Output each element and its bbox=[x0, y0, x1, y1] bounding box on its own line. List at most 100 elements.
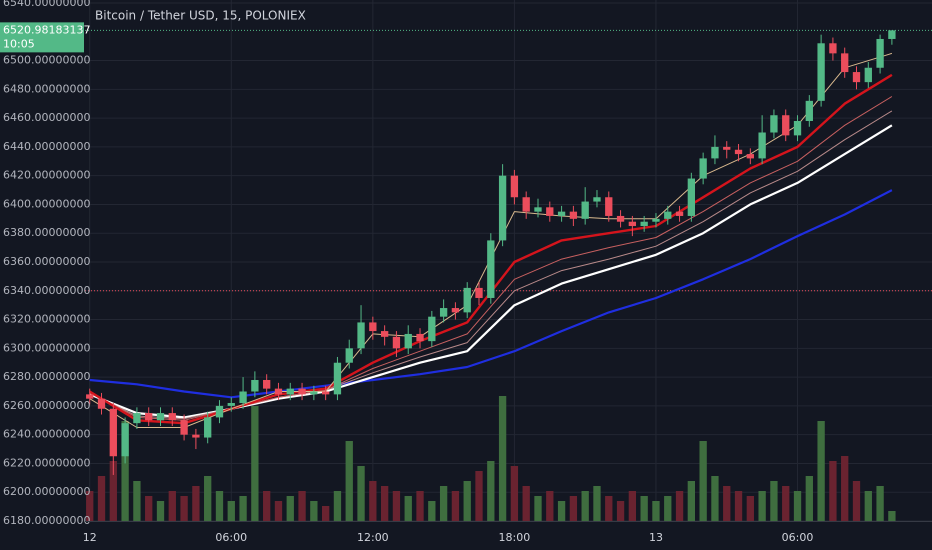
y-tick-label: 6180.00000000 bbox=[3, 514, 90, 527]
candle-body bbox=[251, 379, 259, 392]
volume-bar bbox=[711, 476, 719, 521]
candle-body bbox=[227, 403, 235, 406]
volume-bar bbox=[145, 496, 153, 521]
y-tick-label: 6480.00000000 bbox=[3, 82, 90, 95]
candle-body bbox=[770, 115, 778, 133]
candle-body bbox=[121, 423, 129, 457]
candle-body bbox=[675, 211, 684, 216]
candle-body bbox=[392, 336, 401, 349]
candle-body bbox=[333, 362, 342, 395]
candle-body bbox=[133, 413, 141, 424]
volume-bar bbox=[569, 496, 578, 521]
y-tick-label: 6440.00000000 bbox=[3, 140, 90, 153]
candle-body bbox=[86, 394, 94, 399]
volume-bar bbox=[723, 486, 731, 521]
volume-bar bbox=[546, 491, 554, 521]
volume-bar bbox=[593, 486, 601, 521]
y-tick-label: 6380.00000000 bbox=[3, 226, 90, 239]
candle-body bbox=[829, 43, 837, 54]
volume-bar bbox=[451, 491, 460, 521]
candle-body bbox=[711, 146, 719, 159]
volume-bar bbox=[652, 501, 660, 521]
volume-bar bbox=[404, 496, 412, 521]
last-price-label: 6520.98183137 bbox=[3, 23, 90, 36]
candle-body bbox=[522, 197, 530, 212]
volume-bar bbox=[239, 496, 247, 521]
y-tick-label: 6460.00000000 bbox=[3, 111, 90, 124]
candle-body bbox=[310, 391, 318, 395]
candle-body bbox=[263, 379, 271, 389]
volume-bar bbox=[215, 491, 224, 521]
volume-bar bbox=[310, 501, 318, 521]
candle-body bbox=[593, 197, 601, 202]
volume-bar bbox=[534, 496, 542, 521]
volume-bar bbox=[357, 466, 365, 521]
volume-bar bbox=[628, 491, 637, 521]
candle-body bbox=[369, 322, 377, 332]
volume-bar bbox=[227, 501, 235, 521]
y-tick-label: 6200.00000000 bbox=[3, 485, 90, 498]
candle-body bbox=[581, 201, 589, 219]
volume-bar bbox=[852, 481, 861, 521]
volume-bar bbox=[687, 481, 696, 521]
chart-title: Bitcoin / Tether USD, 15, POLONIEX bbox=[95, 9, 306, 23]
candle-body bbox=[746, 154, 754, 159]
candle-body bbox=[97, 398, 106, 409]
volume-bar bbox=[321, 506, 330, 521]
volume-bar bbox=[86, 491, 94, 521]
x-tick-label: 12 bbox=[83, 531, 97, 544]
volume-bar bbox=[675, 491, 684, 521]
volume-bar bbox=[605, 496, 613, 521]
y-tick-label: 6400.00000000 bbox=[3, 197, 90, 210]
x-tick-label: 13 bbox=[649, 531, 663, 544]
candle-body bbox=[817, 43, 825, 101]
y-tick-label: 6240.00000000 bbox=[3, 428, 90, 441]
volume-bar bbox=[392, 491, 401, 521]
candle-body bbox=[451, 308, 460, 313]
volume-bar bbox=[805, 476, 813, 521]
volume-bar bbox=[640, 496, 648, 521]
y-tick-label: 6540.00000000 bbox=[3, 0, 90, 9]
last-price-badge bbox=[0, 22, 84, 53]
volume-bar bbox=[876, 486, 884, 521]
candle-body bbox=[168, 413, 176, 421]
volume-bar bbox=[581, 491, 589, 521]
y-tick-label: 6500.00000000 bbox=[3, 54, 90, 67]
y-tick-label: 6340.00000000 bbox=[3, 284, 90, 297]
candle-body bbox=[274, 388, 283, 395]
candle-body bbox=[416, 333, 424, 342]
volume-bar bbox=[487, 461, 495, 521]
volume-bar bbox=[829, 461, 837, 521]
x-tick-label: 06:00 bbox=[215, 531, 247, 544]
candle-body bbox=[239, 391, 247, 404]
volume-bar bbox=[180, 496, 188, 521]
candle-body bbox=[345, 348, 353, 363]
volume-bar bbox=[664, 496, 672, 521]
candle-body bbox=[215, 405, 224, 418]
candle-body bbox=[841, 53, 849, 73]
candle-body bbox=[498, 175, 507, 241]
volume-bar bbox=[475, 471, 483, 521]
volume-bar bbox=[841, 456, 849, 521]
candle-body bbox=[510, 175, 519, 198]
candle-body bbox=[652, 218, 660, 222]
volume-bar bbox=[133, 481, 141, 521]
volume-bar bbox=[439, 486, 448, 521]
candle-body bbox=[852, 72, 861, 83]
candle-body bbox=[156, 413, 165, 421]
candle-body bbox=[864, 67, 872, 83]
candle-body bbox=[439, 308, 448, 317]
candle-body bbox=[463, 287, 471, 313]
candle-body bbox=[616, 215, 625, 222]
volume-pane bbox=[86, 396, 896, 521]
volume-bar bbox=[428, 501, 436, 521]
candle-body bbox=[204, 417, 212, 438]
volume-bar bbox=[888, 511, 896, 521]
volume-bar bbox=[782, 486, 790, 521]
volume-bar bbox=[286, 496, 294, 521]
volume-bar bbox=[204, 476, 212, 521]
candle-body bbox=[805, 100, 813, 121]
candle-body bbox=[605, 197, 613, 216]
